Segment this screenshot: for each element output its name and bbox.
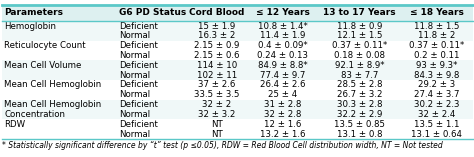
Text: 30.3 ± 2.8: 30.3 ± 2.8 [337,100,383,109]
Text: Deficient: Deficient [119,100,158,109]
Text: Deficient: Deficient [119,41,158,50]
Text: RDW: RDW [4,120,26,129]
Text: G6 PD Status: G6 PD Status [119,8,186,17]
Text: 15 ± 1.9: 15 ± 1.9 [198,22,235,31]
Text: 0.37 ± 0.11*: 0.37 ± 0.11* [409,41,464,50]
Bar [2,70,473,80]
Text: 114 ± 10: 114 ± 10 [197,61,237,70]
Bar [2,41,473,51]
Text: 29.2 ± 3: 29.2 ± 3 [418,81,455,89]
Text: 37 ± 2.6: 37 ± 2.6 [198,81,236,89]
Text: 28.5 ± 2.8: 28.5 ± 2.8 [337,81,383,89]
Text: Parameters: Parameters [4,8,63,17]
Text: 13.1 ± 0.64: 13.1 ± 0.64 [411,130,462,138]
Text: 0.4 ± 0.09*: 0.4 ± 0.09* [258,41,307,50]
Text: 25 ± 4: 25 ± 4 [268,90,297,99]
Text: 93 ± 9.3*: 93 ± 9.3* [416,61,457,70]
Bar [2,90,473,100]
Text: 32 ± 3.2: 32 ± 3.2 [198,110,236,119]
Text: Normal: Normal [119,110,150,119]
Text: ≤ 12 Years: ≤ 12 Years [255,8,310,17]
Text: 31 ± 2.8: 31 ± 2.8 [264,100,301,109]
Text: 16.3 ± 2: 16.3 ± 2 [198,31,236,40]
Text: 26.4 ± 2.6: 26.4 ± 2.6 [260,81,305,89]
Text: 10.8 ± 1.4*: 10.8 ± 1.4* [258,22,308,31]
Text: 32.2 ± 2.9: 32.2 ± 2.9 [337,110,382,119]
Text: 11.8 ± 2: 11.8 ± 2 [418,31,456,40]
Text: 84.9 ± 8.8*: 84.9 ± 8.8* [258,61,307,70]
Text: 2.15 ± 0.9: 2.15 ± 0.9 [194,41,239,50]
Text: 12 ± 1.6: 12 ± 1.6 [264,120,301,129]
Text: Reticulocyte Count: Reticulocyte Count [4,41,86,50]
Text: Hemoglobin: Hemoglobin [4,22,56,31]
Text: 11.4 ± 1.9: 11.4 ± 1.9 [260,31,305,40]
Text: ≤ 18 Years: ≤ 18 Years [410,8,464,17]
Text: 0.24 ± 0.13: 0.24 ± 0.13 [257,51,308,60]
Text: 0.18 ± 0.08: 0.18 ± 0.08 [334,51,385,60]
Bar [2,129,473,139]
Bar [2,100,473,110]
Text: 32 ± 2.8: 32 ± 2.8 [264,110,301,119]
Text: 33.5 ± 3.5: 33.5 ± 3.5 [194,90,239,99]
Text: NT: NT [211,130,223,138]
Text: 13.5 ± 1.1: 13.5 ± 1.1 [414,120,459,129]
Text: 32 ± 2.4: 32 ± 2.4 [418,110,456,119]
Bar [2,31,473,41]
Text: Deficient: Deficient [119,22,158,31]
Text: 11.8 ± 1.5: 11.8 ± 1.5 [414,22,459,31]
Text: 11.8 ± 0.9: 11.8 ± 0.9 [337,22,382,31]
Text: Deficient: Deficient [119,61,158,70]
Text: Normal: Normal [119,130,150,138]
Text: Mean Cell Hemoglobin: Mean Cell Hemoglobin [4,100,101,109]
Text: 83 ± 7.7: 83 ± 7.7 [341,71,378,80]
Text: 84.3 ± 9.8: 84.3 ± 9.8 [414,71,459,80]
Text: Concentration: Concentration [4,110,65,119]
Text: Deficient: Deficient [119,81,158,89]
Bar [2,60,473,70]
Text: 13.2 ± 1.6: 13.2 ± 1.6 [260,130,305,138]
Text: Normal: Normal [119,90,150,99]
Bar [2,119,473,129]
Text: NT: NT [211,120,223,129]
Text: 0.2 ± 0.11: 0.2 ± 0.11 [414,51,459,60]
Text: 30.2 ± 2.3: 30.2 ± 2.3 [414,100,459,109]
Bar [2,21,473,31]
Text: 0.37 ± 0.11*: 0.37 ± 0.11* [332,41,387,50]
Text: Cord Blood: Cord Blood [189,8,245,17]
Bar [2,51,473,60]
Text: Mean Cell Hemoglobin: Mean Cell Hemoglobin [4,81,101,89]
Text: 92.1 ± 8.9*: 92.1 ± 8.9* [335,61,384,70]
Text: 26.7 ± 3.2: 26.7 ± 3.2 [337,90,383,99]
Text: Normal: Normal [119,71,150,80]
Text: 13.5 ± 0.85: 13.5 ± 0.85 [334,120,385,129]
Text: Normal: Normal [119,51,150,60]
Text: Mean Cell Volume: Mean Cell Volume [4,61,82,70]
Bar [2,80,473,90]
Text: 13 to 17 Years: 13 to 17 Years [323,8,396,17]
Text: 13.1 ± 0.8: 13.1 ± 0.8 [337,130,383,138]
Text: 2.15 ± 0.6: 2.15 ± 0.6 [194,51,239,60]
Text: Normal: Normal [119,31,150,40]
Text: Deficient: Deficient [119,120,158,129]
Text: 32 ± 2: 32 ± 2 [202,100,231,109]
Bar [2,5,473,21]
Text: 12.1 ± 1.5: 12.1 ± 1.5 [337,31,383,40]
Text: * Statistically significant difference by “t” test (p ≤0.05), RDW = Red Blood Ce: * Statistically significant difference b… [2,141,443,149]
Text: 102 ± 11: 102 ± 11 [197,71,237,80]
Text: 77.4 ± 9.7: 77.4 ± 9.7 [260,71,305,80]
Text: 27.4 ± 3.7: 27.4 ± 3.7 [414,90,459,99]
Bar [2,110,473,119]
